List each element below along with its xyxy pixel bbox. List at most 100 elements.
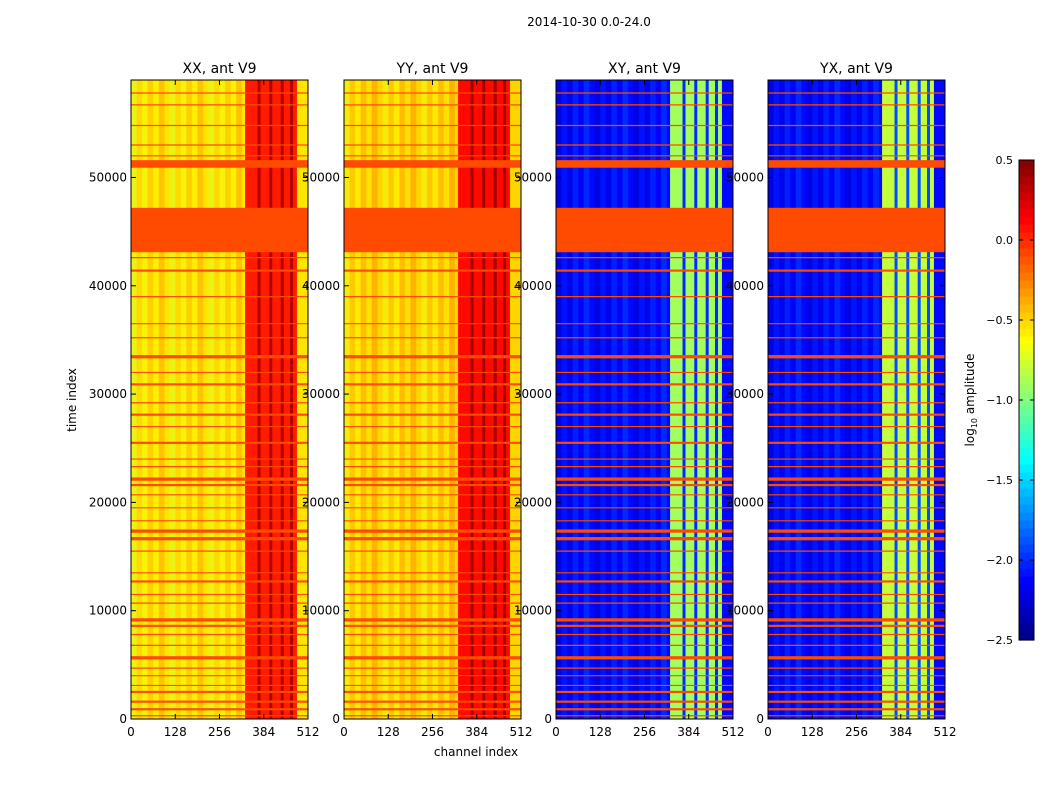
channel-texture bbox=[655, 80, 662, 719]
channel-texture bbox=[438, 80, 445, 719]
channel-texture bbox=[572, 80, 579, 719]
colorbar-segment bbox=[1019, 552, 1034, 561]
channel-texture bbox=[839, 80, 846, 719]
channel-texture bbox=[801, 80, 808, 719]
x-tick-label: 512 bbox=[297, 725, 320, 739]
band-stripe bbox=[682, 80, 686, 719]
flagged-row bbox=[344, 690, 521, 694]
flagged-row bbox=[556, 483, 733, 487]
channel-texture bbox=[158, 80, 165, 719]
flagged-row bbox=[556, 624, 733, 627]
colorbar-segment bbox=[1019, 192, 1034, 201]
flagged-row bbox=[768, 477, 945, 481]
flagged-row bbox=[556, 529, 733, 533]
flagged-row bbox=[344, 656, 521, 660]
channel-texture bbox=[638, 80, 645, 719]
band-stripe bbox=[715, 80, 719, 719]
flagged-row bbox=[131, 483, 308, 487]
channel-texture bbox=[175, 80, 182, 719]
colorbar-segment bbox=[1019, 264, 1034, 273]
flagged-row bbox=[344, 529, 521, 533]
channel-texture bbox=[432, 80, 439, 719]
x-tick-label: 512 bbox=[934, 725, 957, 739]
flagged-row bbox=[768, 269, 945, 272]
colorbar-segment bbox=[1019, 512, 1034, 521]
channel-texture bbox=[589, 80, 596, 719]
channel-texture bbox=[208, 80, 215, 719]
flagged-row bbox=[556, 477, 733, 481]
channel-texture bbox=[661, 80, 668, 719]
colorbar-tick-label: −1.0 bbox=[986, 394, 1013, 407]
band-stripe bbox=[482, 80, 486, 719]
channel-texture bbox=[605, 80, 612, 719]
channel-texture bbox=[856, 80, 863, 719]
x-tick-label: 512 bbox=[510, 725, 533, 739]
flagged-row bbox=[131, 618, 308, 622]
channel-texture bbox=[784, 80, 791, 719]
y-tick-label: 50000 bbox=[89, 170, 127, 184]
colorbar-segment bbox=[1019, 168, 1034, 177]
colorbar-tick-label: 0.5 bbox=[996, 154, 1014, 167]
colorbar-segment bbox=[1019, 456, 1034, 465]
flagged-row bbox=[768, 708, 945, 711]
channel-texture bbox=[153, 80, 160, 719]
channel-texture bbox=[421, 80, 428, 719]
band-stripe bbox=[290, 80, 294, 719]
colorbar-segment bbox=[1019, 408, 1034, 417]
channel-texture bbox=[202, 80, 209, 719]
flagged-row bbox=[344, 477, 521, 481]
y-tick-label: 10000 bbox=[89, 604, 127, 618]
channel-texture bbox=[213, 80, 220, 719]
channel-texture bbox=[169, 80, 176, 719]
flagged-row bbox=[556, 413, 733, 416]
flagged-row bbox=[344, 355, 521, 359]
channel-texture bbox=[186, 80, 193, 719]
y-tick-label: 0 bbox=[119, 712, 127, 726]
flagged-row bbox=[556, 537, 733, 541]
colorbar-segment bbox=[1019, 560, 1034, 569]
colorbar-segment bbox=[1019, 328, 1034, 337]
flagged-row bbox=[556, 383, 733, 386]
channel-texture bbox=[850, 80, 857, 719]
panel-3: YX, ant V9 0 128 256 384 512 0 10000 20000 30000 4… bbox=[726, 61, 957, 739]
colorbar-tick-label: −0.5 bbox=[986, 314, 1013, 327]
flagged-row bbox=[556, 160, 733, 168]
colorbar-segment bbox=[1019, 616, 1034, 625]
channel-texture bbox=[773, 80, 780, 719]
colorbar-segment bbox=[1019, 424, 1034, 433]
colorbar-tick-label: −2.0 bbox=[986, 554, 1013, 567]
flagged-row bbox=[768, 383, 945, 386]
colorbar-segment bbox=[1019, 520, 1034, 529]
y-tick-label: 30000 bbox=[302, 387, 340, 401]
colorbar-tick-label: −1.5 bbox=[986, 474, 1013, 487]
y-tick-label: 20000 bbox=[89, 495, 127, 509]
flagged-row bbox=[131, 656, 308, 660]
channel-texture bbox=[236, 80, 243, 719]
channel-texture bbox=[399, 80, 406, 719]
band-stripe bbox=[493, 80, 497, 719]
colorbar-segment bbox=[1019, 200, 1034, 209]
colorbar-segment bbox=[1019, 232, 1034, 241]
y-tick-label: 30000 bbox=[726, 387, 764, 401]
flagged-row bbox=[131, 160, 308, 168]
colorbar-segment bbox=[1019, 384, 1034, 393]
heatmap-panels: XX, ant V9 0 128 256 384 512 0 10000 20000 30000 4… bbox=[89, 61, 957, 739]
flagged-row bbox=[344, 441, 521, 444]
colorbar-segment bbox=[1019, 256, 1034, 265]
channel-texture bbox=[230, 80, 237, 719]
flagged-row bbox=[131, 441, 308, 444]
colorbar-segment bbox=[1019, 296, 1034, 305]
y-tick-label: 10000 bbox=[726, 604, 764, 618]
channel-texture bbox=[790, 80, 797, 719]
flagged-row bbox=[768, 483, 945, 487]
x-tick-label: 512 bbox=[722, 725, 745, 739]
colorbar-segment bbox=[1019, 272, 1034, 281]
band-stripe bbox=[694, 80, 698, 719]
channel-texture bbox=[834, 80, 841, 719]
channel-texture bbox=[600, 80, 607, 719]
x-tick-label: 384 bbox=[889, 725, 912, 739]
colorbar-label-rest: amplitude bbox=[963, 354, 977, 418]
colorbar-tick-label: 0.0 bbox=[996, 234, 1014, 247]
colorbar-segment bbox=[1019, 184, 1034, 193]
flagged-row bbox=[131, 477, 308, 481]
